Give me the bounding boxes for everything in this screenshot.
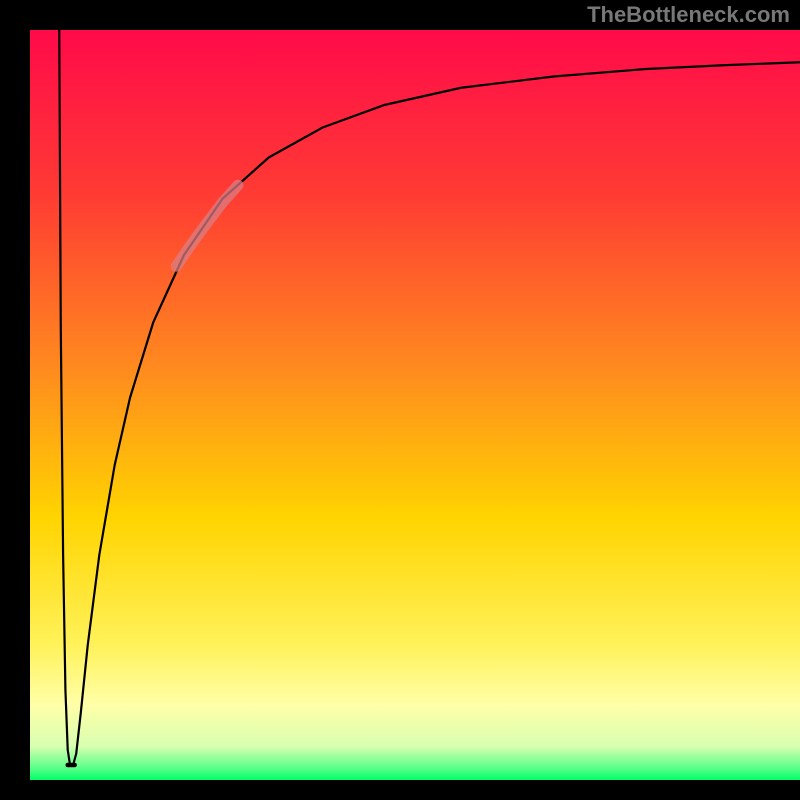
gradient-background	[30, 30, 800, 780]
chart-container: TheBottleneck.com	[0, 0, 800, 800]
watermark-text: TheBottleneck.com	[587, 2, 790, 28]
plot-area	[30, 30, 800, 780]
chart-svg	[30, 30, 800, 780]
